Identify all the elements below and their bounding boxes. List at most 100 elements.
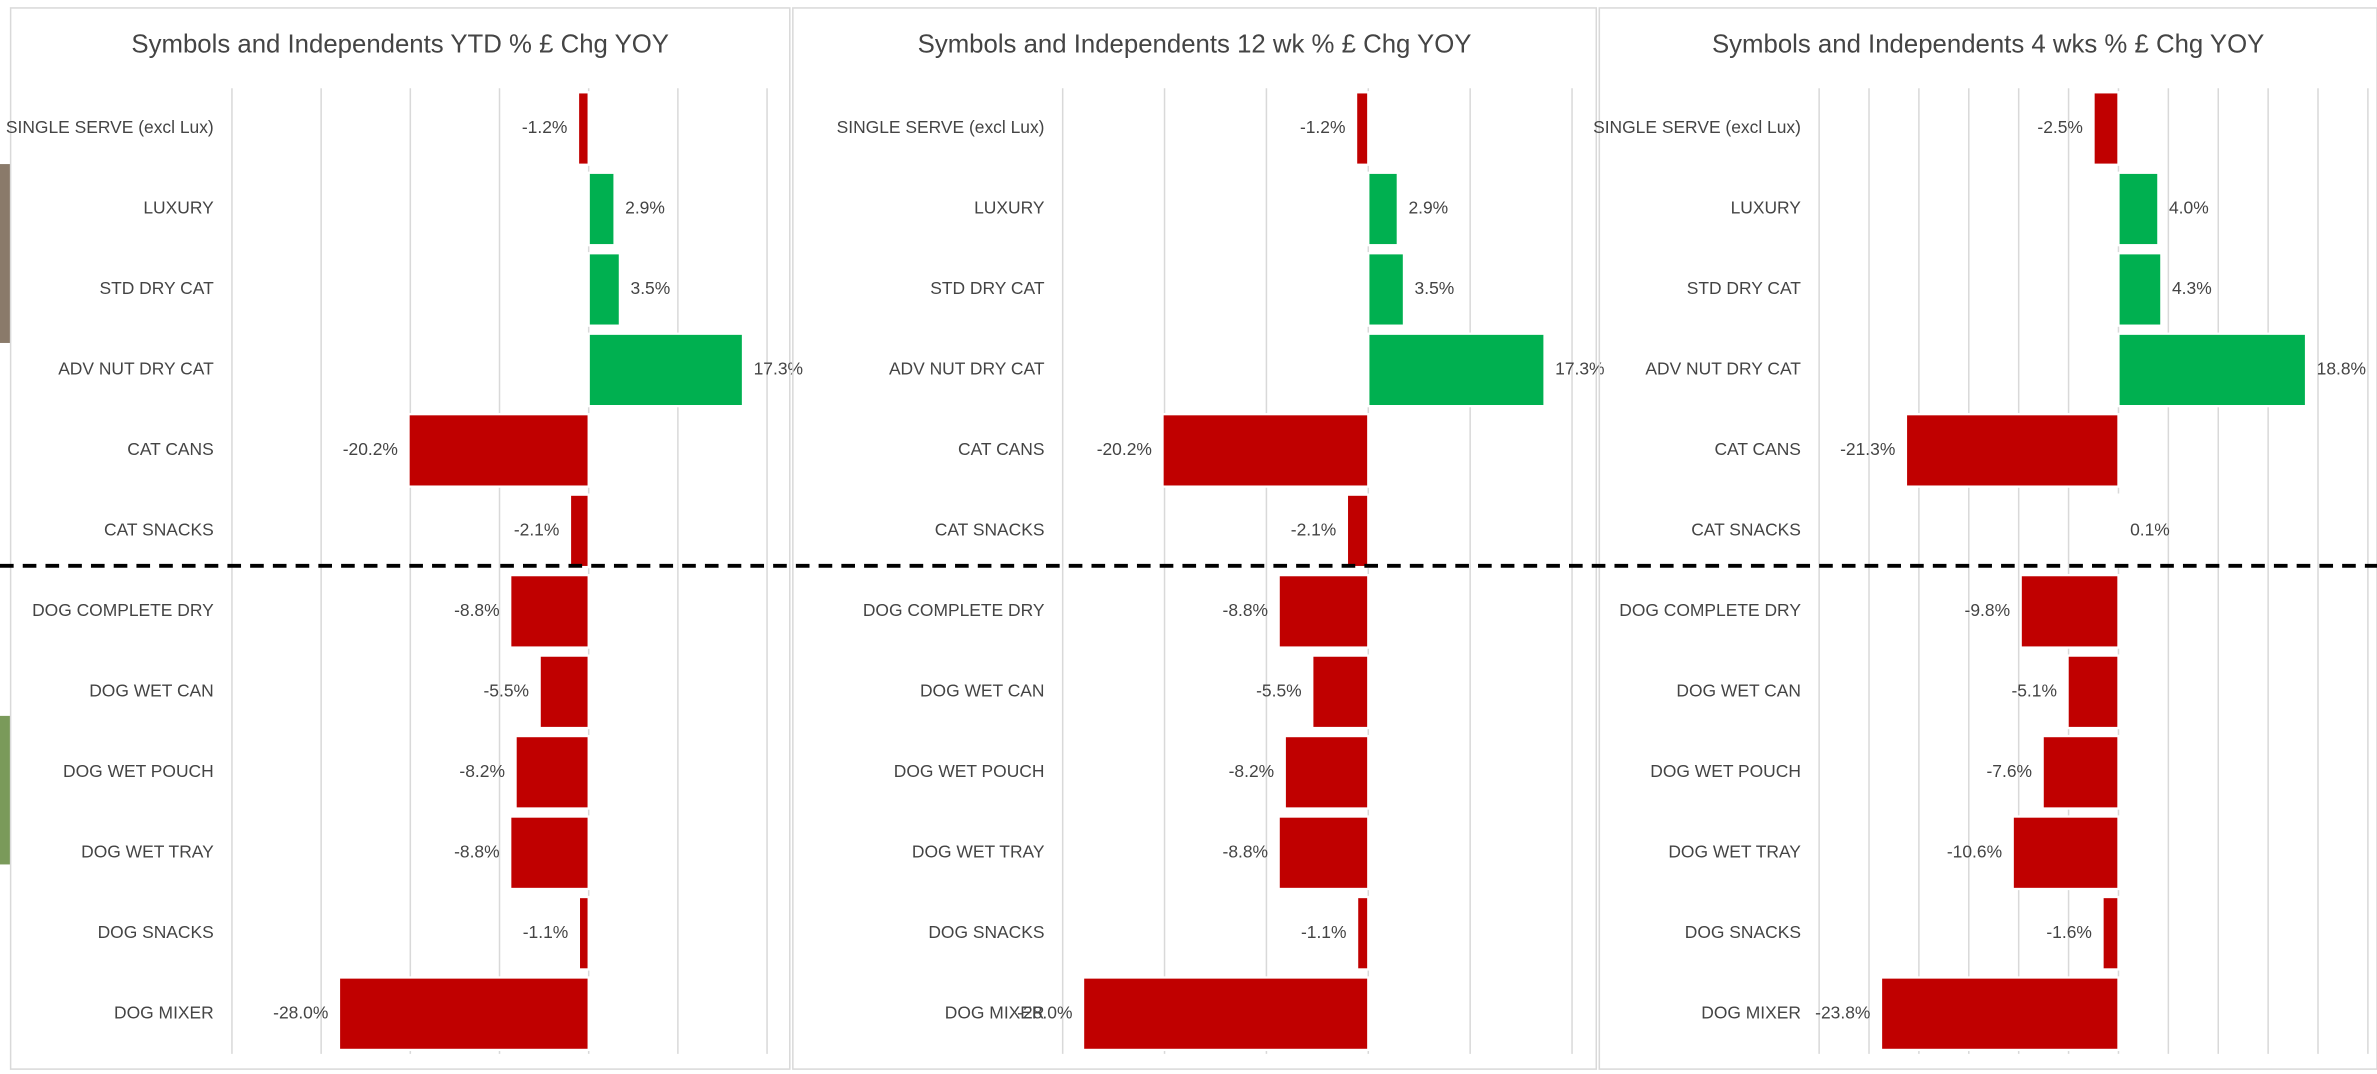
chart-panel: Symbols and Independents 4 wks % £ Chg Y… — [1593, 7, 2377, 1070]
category-label: DOG SNACKS — [1685, 922, 1801, 942]
value-label: -8.8% — [454, 841, 500, 861]
value-label: 18.8% — [2317, 359, 2366, 379]
bar — [587, 252, 622, 327]
value-label: -23.8% — [1815, 1002, 1870, 1022]
category-label: CAT CANS — [127, 439, 213, 459]
value-label: -1.1% — [523, 922, 569, 942]
category-label: DOG COMPLETE DRY — [1619, 600, 1801, 620]
bar — [1367, 171, 1399, 247]
bar — [2092, 91, 2120, 166]
category-label: DOG MIXER — [945, 1002, 1045, 1022]
category-label: LUXURY — [1731, 198, 1802, 218]
category-label: ADV NUT DRY CAT — [58, 359, 214, 379]
bar — [1161, 413, 1370, 488]
value-label: 2.9% — [625, 198, 665, 218]
category-label: STD DRY CAT — [100, 278, 215, 298]
category-label: DOG WET CAN — [1676, 680, 1801, 700]
bar — [1367, 252, 1406, 327]
category-label: DOG WET TRAY — [81, 841, 214, 861]
bar — [407, 413, 590, 488]
value-label: -28.0% — [1017, 1002, 1072, 1022]
category-label: ADV NUT DRY CAT — [1645, 359, 1801, 379]
panel-border — [9, 7, 791, 1070]
category-label: DOG MIXER — [114, 1002, 214, 1022]
category-label: CAT SNACKS — [935, 519, 1045, 539]
value-label: 3.5% — [631, 278, 671, 298]
bar — [2101, 895, 2120, 971]
value-label: 4.0% — [2169, 198, 2209, 218]
bar — [587, 332, 745, 408]
category-label: DOG WET CAN — [89, 680, 214, 700]
chart-title: Symbols and Independents 4 wks % £ Chg Y… — [1712, 31, 2264, 59]
value-label: -9.8% — [1965, 600, 2011, 620]
value-label: -2.1% — [514, 519, 560, 539]
bar — [568, 493, 590, 569]
value-label: -10.6% — [1947, 841, 2002, 861]
category-label: DOG WET POUCH — [1650, 761, 1801, 781]
category-label: STD DRY CAT — [930, 278, 1045, 298]
value-label: -5.5% — [484, 680, 530, 700]
category-label: LUXURY — [143, 198, 214, 218]
bar — [2011, 815, 2120, 891]
value-label: -8.8% — [1223, 841, 1269, 861]
bar — [2117, 493, 2122, 569]
panel-border — [792, 7, 1598, 1070]
bar — [2019, 573, 2120, 649]
bar — [1283, 734, 1370, 810]
chart-title: Symbols and Independents 12 wk % £ Chg Y… — [918, 31, 1472, 59]
bar — [576, 91, 590, 166]
bar — [587, 171, 616, 247]
bar — [2117, 332, 2308, 408]
category-label: DOG WET POUCH — [894, 761, 1045, 781]
value-label: -1.1% — [1301, 922, 1347, 942]
value-label: 4.3% — [2172, 278, 2212, 298]
category-label: LUXURY — [974, 198, 1045, 218]
category-label: ADV NUT DRY CAT — [889, 359, 1045, 379]
bar — [1367, 332, 1546, 408]
value-label: -5.1% — [2011, 680, 2057, 700]
bar — [1879, 976, 2120, 1052]
value-label: 17.3% — [754, 359, 803, 379]
value-label: -5.5% — [1256, 680, 1302, 700]
photo-strip — [0, 715, 11, 865]
bar — [1904, 413, 2120, 488]
value-label: -1.2% — [522, 117, 568, 137]
value-label: -1.2% — [1300, 117, 1346, 137]
value-label: 17.3% — [1555, 359, 1604, 379]
category-label: CAT CANS — [1714, 439, 1800, 459]
value-label: -7.6% — [1987, 761, 2033, 781]
category-label: DOG COMPLETE DRY — [32, 600, 214, 620]
bar — [1277, 573, 1370, 649]
value-label: -8.8% — [454, 600, 500, 620]
category-label: SINGLE SERVE (excl Lux) — [1593, 117, 1801, 137]
category-label: DOG COMPLETE DRY — [863, 600, 1045, 620]
photo-strip — [0, 164, 11, 343]
value-label: -2.5% — [2037, 117, 2083, 137]
value-label: -1.6% — [2046, 922, 2092, 942]
value-label: 0.1% — [2130, 519, 2170, 539]
bar — [2041, 734, 2120, 810]
chart-panel: Symbols and Independents 12 wk % £ Chg Y… — [792, 7, 1605, 1070]
bar — [538, 654, 590, 730]
bar — [2117, 252, 2163, 327]
value-label: -21.3% — [1840, 439, 1895, 459]
bar — [2117, 171, 2160, 247]
value-label: -20.2% — [1097, 439, 1152, 459]
value-label: -20.2% — [343, 439, 398, 459]
bar — [1355, 895, 1370, 971]
bar — [1081, 976, 1370, 1052]
value-label: -8.8% — [1223, 600, 1269, 620]
panel-border — [1598, 7, 2377, 1070]
value-label: -28.0% — [273, 1002, 328, 1022]
bar — [1354, 91, 1370, 166]
category-label: SINGLE SERVE (excl Lux) — [6, 117, 214, 137]
value-label: -8.2% — [1229, 761, 1275, 781]
value-label: -2.1% — [1291, 519, 1337, 539]
value-label: 3.5% — [1415, 278, 1455, 298]
category-label: CAT CANS — [958, 439, 1044, 459]
category-label: DOG WET CAN — [920, 680, 1045, 700]
category-label: STD DRY CAT — [1687, 278, 1802, 298]
bar — [1345, 493, 1370, 569]
